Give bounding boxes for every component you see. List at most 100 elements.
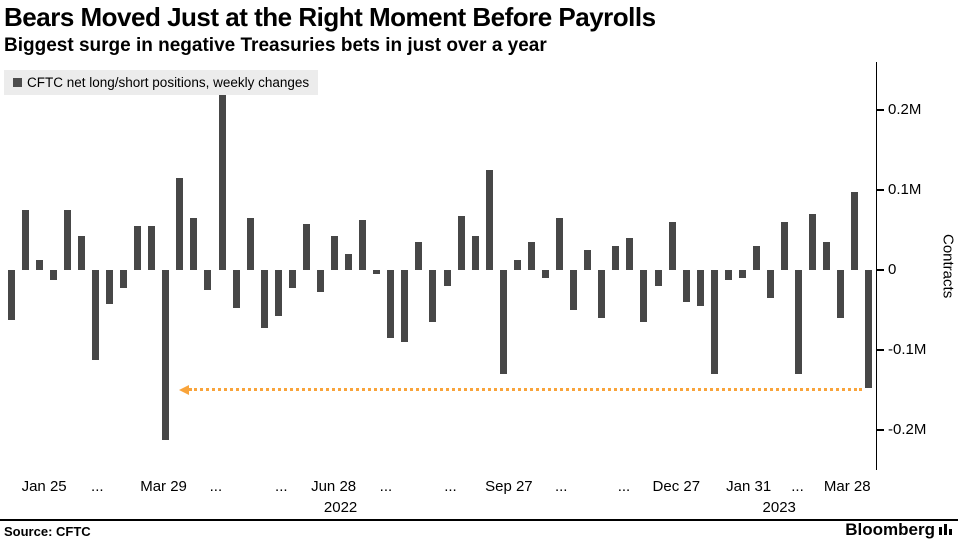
y-axis-title-wrap: Contracts [938, 62, 958, 470]
bar [204, 270, 212, 290]
x-axis-year-label: 2022 [323, 499, 358, 516]
y-tick-label: 0.2M [888, 101, 922, 118]
bar [738, 270, 746, 278]
y-tick-label: -0.1M [888, 341, 927, 358]
x-tick-label: ... [91, 478, 104, 495]
bar [724, 270, 732, 280]
chart-plot-area: CFTC net long/short positions, weekly ch… [4, 62, 876, 470]
bar [120, 270, 128, 288]
y-axis: 0.2M 0.1M 0 -0.1M -0.2M [876, 62, 948, 470]
bar [485, 170, 493, 270]
bar [77, 236, 85, 270]
bar [795, 270, 803, 374]
y-axis-title: Contracts [939, 233, 957, 299]
y-tick-mark [877, 189, 884, 191]
bar [640, 270, 648, 322]
x-tick-label: Jan 31 [726, 478, 772, 495]
bar [260, 270, 268, 328]
bar [148, 226, 156, 270]
bar [218, 87, 226, 270]
bar [373, 270, 381, 274]
bar [668, 222, 676, 270]
bar [232, 270, 240, 309]
bar [513, 260, 521, 270]
x-axis-year-label: 2023 [762, 499, 796, 516]
bar [345, 254, 353, 270]
x-tick-label: ... [209, 478, 223, 495]
bar [612, 246, 620, 270]
y-tick-mark [877, 109, 884, 111]
bar [246, 218, 254, 270]
x-tick-label: ... [554, 478, 568, 495]
bloomberg-logo: Bloomberg [845, 520, 952, 540]
bar [176, 178, 184, 270]
bar [302, 223, 310, 270]
annotation-line [178, 385, 863, 396]
bar [162, 270, 170, 440]
bar [190, 218, 198, 270]
y-tick-label: -0.2M [888, 421, 927, 438]
bar [331, 236, 339, 270]
y-tick-label: 0.1M [888, 181, 922, 198]
bar [429, 270, 437, 322]
legend-swatch-icon [13, 78, 22, 87]
x-tick-label: ... [617, 478, 631, 495]
bar [7, 270, 15, 320]
bar [415, 242, 423, 270]
page-title: Bears Moved Just at the Right Moment Bef… [4, 2, 656, 32]
bar [63, 210, 71, 270]
bar [626, 238, 634, 270]
bar [274, 270, 282, 317]
bar [134, 226, 142, 270]
bar [682, 270, 690, 302]
bar [696, 270, 704, 306]
y-tick-mark [877, 269, 884, 271]
x-tick-label: Mar 29 [140, 478, 187, 495]
y-tick-mark [877, 429, 884, 431]
page-subtitle: Biggest surge in negative Treasuries bet… [4, 35, 547, 56]
x-tick-label: Jun 28 [311, 478, 357, 495]
bar [654, 270, 662, 286]
bar [767, 270, 775, 298]
bar [837, 270, 845, 318]
bar [710, 270, 718, 374]
bar [752, 246, 760, 270]
bar [316, 270, 324, 293]
bar [359, 220, 367, 270]
bar [570, 270, 578, 310]
x-tick-label: Jan 25 [21, 478, 67, 495]
bar [105, 270, 113, 304]
bar [851, 191, 859, 270]
bar [823, 242, 831, 270]
y-tick-label: 0 [888, 261, 897, 278]
source-label: Source: CFTC [4, 524, 91, 539]
y-tick-mark [877, 349, 884, 351]
bar [499, 270, 507, 374]
bloomberg-logo-text: Bloomberg [845, 520, 935, 539]
bar [598, 270, 606, 318]
bar [527, 242, 535, 270]
x-axis-years: 2022 2023 [4, 499, 876, 517]
bar [49, 270, 57, 280]
bar [35, 260, 43, 270]
bloomberg-logo-icon [939, 520, 952, 540]
x-tick-label: Dec 27 [652, 478, 701, 495]
bar [443, 270, 451, 286]
x-tick-label: ... [379, 478, 393, 495]
bar [457, 215, 465, 270]
annotation-arrow-icon [178, 385, 189, 396]
footer-divider [0, 519, 958, 521]
x-tick-label: ... [275, 478, 288, 495]
legend-label: CFTC net long/short positions, weekly ch… [27, 75, 310, 90]
legend: CFTC net long/short positions, weekly ch… [4, 70, 319, 95]
bar [471, 236, 479, 270]
bar [387, 270, 395, 338]
x-tick-label: Mar 28 [823, 478, 871, 495]
bar [781, 222, 789, 270]
bar [401, 270, 409, 342]
bar [584, 250, 592, 270]
bar [865, 270, 873, 389]
x-tick-label: ... [444, 478, 457, 495]
bar [809, 214, 817, 270]
bar [288, 270, 296, 288]
